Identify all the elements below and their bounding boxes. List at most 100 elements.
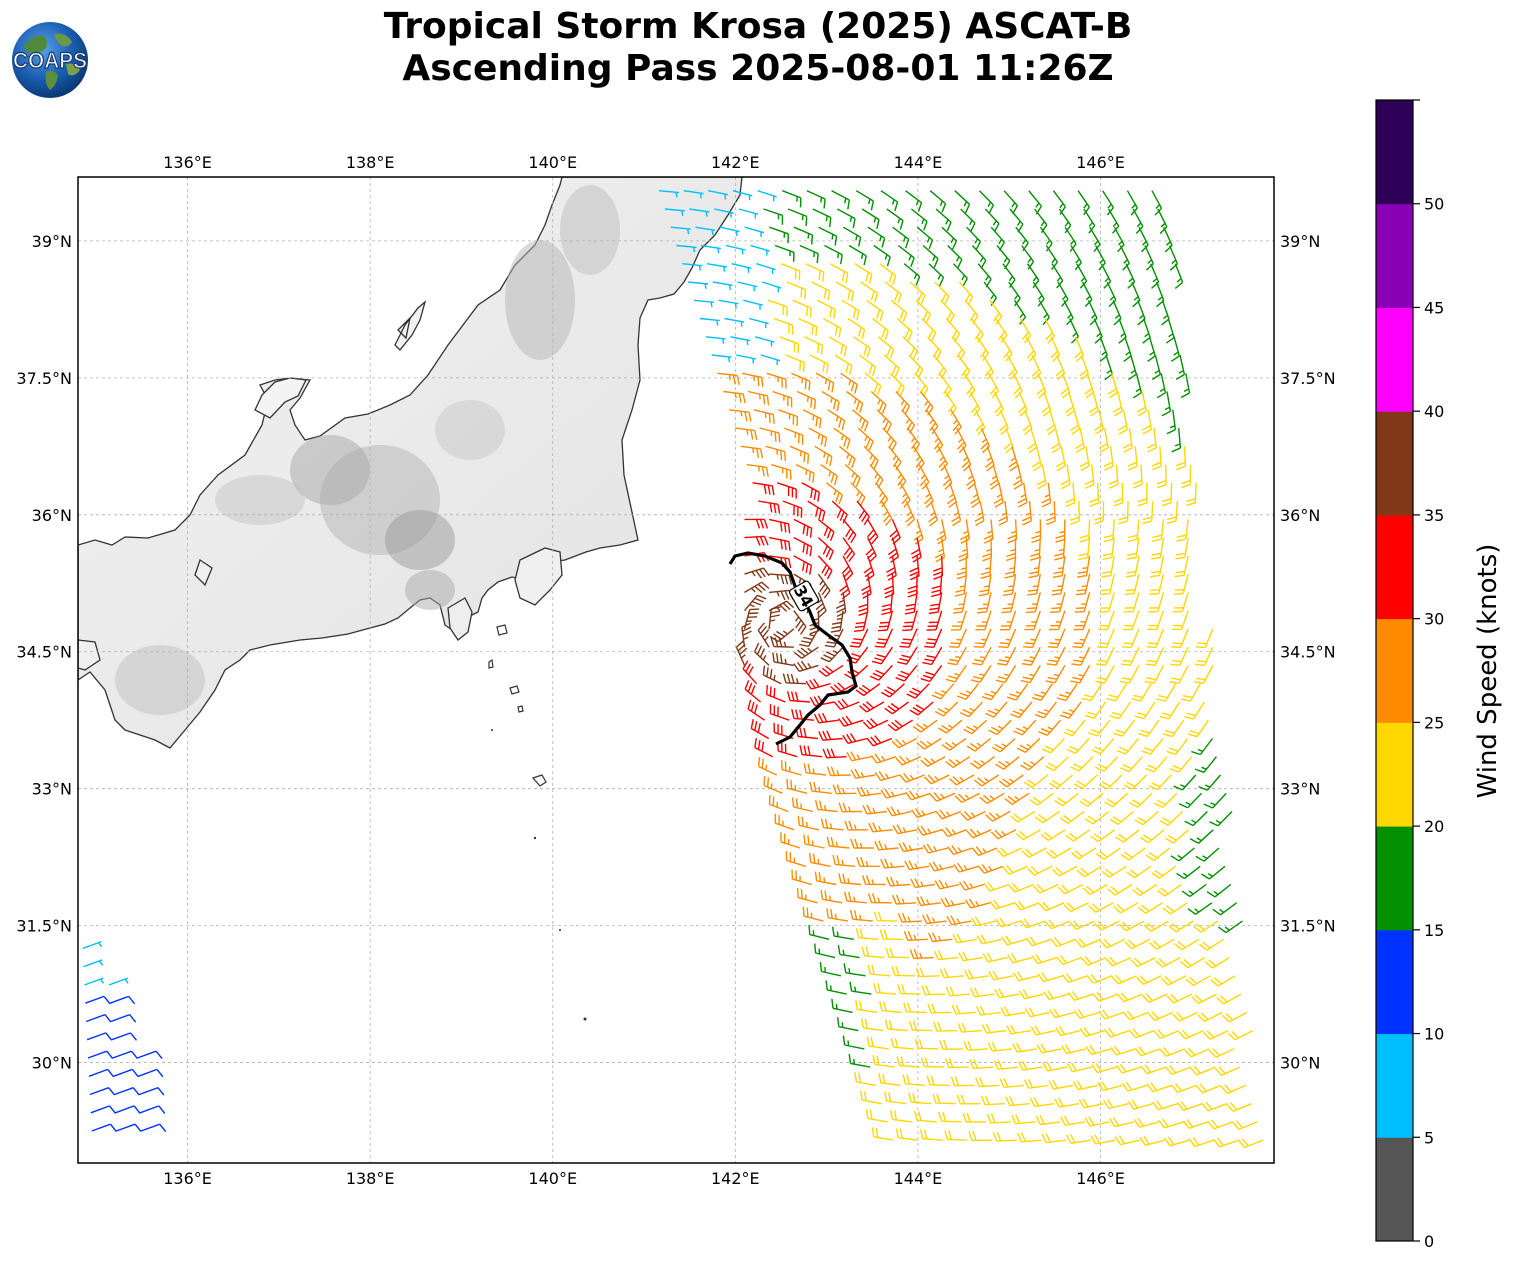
wind-barb (887, 719, 913, 732)
wind-barb (912, 445, 925, 471)
wind-barb (1094, 501, 1105, 525)
wind-barb (1171, 428, 1182, 453)
wind-barb (959, 519, 970, 545)
wind-barb (1169, 756, 1193, 773)
wind-barb (883, 354, 900, 378)
lat-tick-label-left: 33°N (32, 780, 72, 799)
wind-barb (879, 929, 904, 940)
wind-barb (737, 281, 758, 292)
wind-barb (891, 966, 915, 977)
wind-barb (1126, 865, 1152, 879)
wind-barb (1155, 956, 1181, 968)
wind-barb (908, 1092, 932, 1105)
wind-barb (714, 208, 734, 218)
wind-barb (1090, 829, 1116, 843)
wind-barb (1098, 1009, 1124, 1020)
wind-barb (768, 518, 791, 534)
wind-barb (978, 190, 995, 214)
wind-barb (865, 1108, 888, 1123)
wind-barb (926, 610, 943, 631)
wind-barb (1181, 883, 1207, 898)
wind-barb (952, 933, 978, 944)
wind-barb (1153, 792, 1178, 809)
wind-barb (959, 701, 984, 718)
wind-barb (1029, 1096, 1055, 1107)
colorbar-bin-50-55 (1376, 100, 1413, 205)
wind-barb (931, 683, 955, 700)
wind-barb (856, 856, 880, 867)
wind-barb (938, 372, 952, 398)
wind-barb (947, 844, 973, 855)
wind-barb (1141, 993, 1168, 1003)
wind-barb (924, 774, 950, 785)
wind-barb (1089, 482, 1100, 507)
wind-barb (1184, 810, 1208, 827)
wind-barb (880, 788, 906, 799)
wind-barb (824, 628, 844, 648)
wind-barb (941, 226, 958, 250)
wind-barb (1207, 1119, 1233, 1130)
wind-barb (849, 909, 873, 922)
wind-barb (814, 445, 833, 467)
contour-line (728, 551, 858, 746)
wind-barb (1171, 1083, 1197, 1093)
wind-barb (837, 1017, 859, 1032)
wind-barb (1118, 920, 1145, 932)
wind-barb (928, 263, 945, 287)
wind-barb (1046, 847, 1072, 859)
wind-barb (964, 898, 991, 909)
wind-barb (1052, 865, 1078, 877)
wind-barb (1122, 610, 1140, 631)
wind-barb (1104, 792, 1129, 808)
wind-barb (939, 1039, 963, 1050)
wind-barb (1027, 573, 1041, 596)
wind-barb (980, 427, 991, 454)
wind-barb (1232, 1120, 1258, 1131)
wind-barb (842, 1035, 865, 1050)
wind-barb (1136, 391, 1147, 417)
wind-barb (832, 784, 857, 795)
wind-barb (750, 244, 770, 256)
wind-barb (1157, 208, 1168, 235)
wind-barb (862, 804, 887, 815)
wind-barb (771, 463, 792, 480)
wind-barb (1185, 975, 1211, 987)
wind-barb (879, 1001, 902, 1014)
wind-barb (1165, 1065, 1191, 1075)
wind-barb (1000, 1006, 1026, 1017)
wind-barb (827, 409, 846, 430)
wind-barb (906, 683, 930, 699)
wind-barb (1195, 1083, 1222, 1094)
wind-barb (941, 827, 967, 838)
wind-barb (970, 665, 992, 683)
wind-barb (1166, 993, 1193, 1004)
wind-barb (895, 664, 918, 682)
wind-barb (995, 665, 1017, 684)
wind-barb (1050, 336, 1061, 362)
wind-barb (1070, 409, 1081, 435)
wind-barb (1171, 628, 1189, 649)
wind-barb (1058, 208, 1072, 234)
wind-barb (1203, 1029, 1229, 1040)
wind-barb (1071, 646, 1091, 666)
lat-tick-label-left: 34.5°N (16, 643, 72, 662)
wind-barb (699, 317, 720, 326)
wind-barb (784, 427, 804, 445)
wind-barb (1143, 920, 1169, 932)
wind-barb (1051, 573, 1066, 596)
wind-barb (769, 704, 790, 721)
wind-barb (949, 774, 975, 786)
wind-barb (1148, 592, 1165, 613)
wind-barb (854, 1072, 877, 1087)
wind-barb (861, 946, 885, 959)
wind-barb (108, 977, 129, 986)
wind-barb (808, 925, 830, 940)
wind-barb (909, 281, 926, 305)
wind-barb (866, 735, 893, 747)
wind-barb (901, 409, 916, 434)
wind-barb (1063, 719, 1086, 737)
wind-barb (881, 592, 894, 616)
wind-barb (1075, 938, 1101, 948)
wind-barb (848, 1053, 871, 1068)
wind-barb (868, 822, 893, 833)
